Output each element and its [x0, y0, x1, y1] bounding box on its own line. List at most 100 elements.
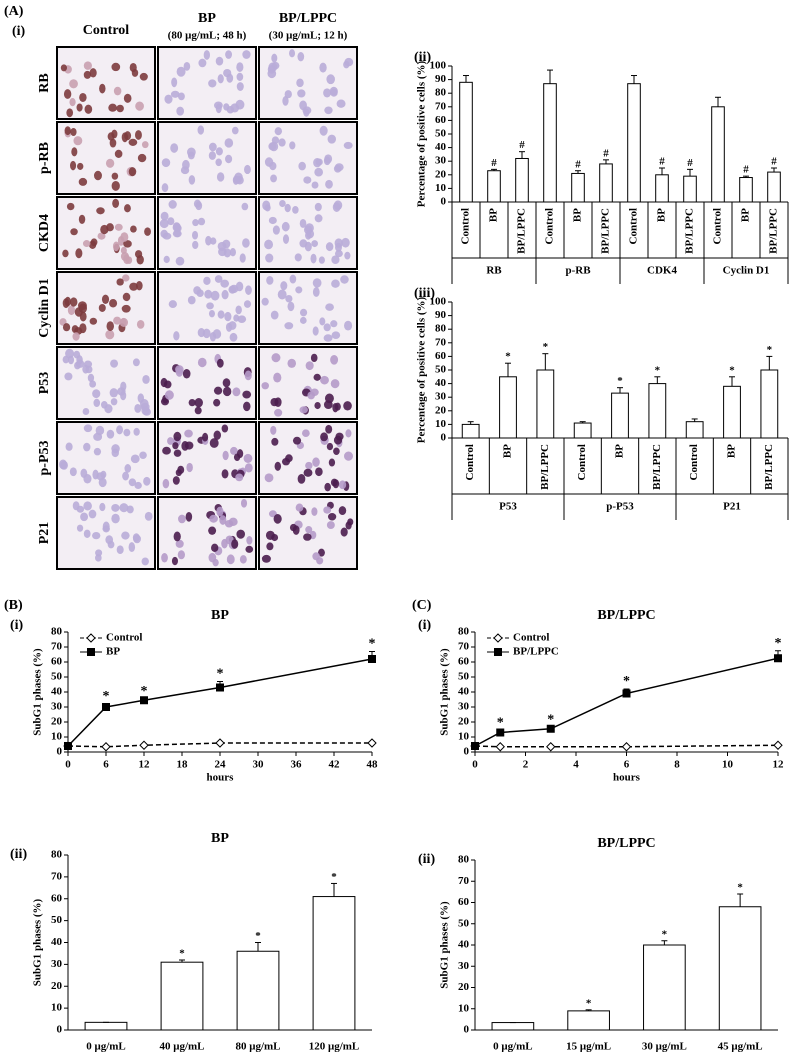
cell: [92, 469, 99, 480]
bar: [536, 369, 555, 439]
cell: [135, 101, 144, 111]
x-tick-label: 36: [291, 759, 303, 771]
cell: [233, 314, 240, 322]
bar: [567, 1010, 610, 1031]
cell: [323, 334, 333, 342]
cell: [336, 99, 346, 108]
y-tick-label: 30: [51, 701, 63, 713]
cell: [187, 295, 196, 305]
annotation: *: [729, 364, 735, 376]
bar: [723, 385, 741, 439]
cell: [272, 225, 280, 235]
annotation: #: [659, 156, 665, 168]
cell: [105, 535, 114, 545]
y-tick-label: 90: [435, 309, 447, 321]
cell: [123, 428, 131, 437]
annotation: #: [491, 157, 497, 169]
cell: [77, 162, 84, 170]
cell: [280, 281, 288, 291]
x-tick-label: 48: [367, 759, 379, 771]
cell: [186, 462, 193, 473]
x-tick-label: 24: [215, 759, 227, 771]
cell: [331, 279, 340, 288]
cell: [124, 464, 132, 473]
y-tick-label: 20: [458, 981, 470, 993]
error-bar: [715, 96, 721, 107]
y-tick-label: 40: [51, 686, 63, 698]
y-axis-label: SubG1 phases (%): [32, 648, 44, 736]
cell: [236, 529, 246, 539]
micrograph: [56, 46, 156, 120]
x-tick-label: BP: [502, 444, 514, 458]
cell: [80, 512, 89, 522]
y-tick-label: 60: [435, 350, 447, 362]
error-bar: [575, 170, 581, 174]
cell: [193, 286, 201, 295]
y-tick-label: 80: [435, 323, 447, 335]
cell: [325, 303, 334, 311]
cell: [333, 447, 340, 456]
cell: [128, 542, 136, 553]
marker: [495, 742, 505, 752]
y-axis-label: SubG1 phases (%): [439, 901, 451, 989]
legend-marker: [494, 648, 502, 656]
y-tick-label: 10: [51, 1002, 63, 1014]
cell: [105, 329, 115, 340]
cell: [330, 355, 339, 365]
marker: [773, 740, 783, 750]
annotation: *: [662, 928, 668, 940]
cell: [314, 401, 321, 410]
cell: [123, 254, 130, 265]
cell: [87, 373, 95, 383]
micrograph: [56, 121, 156, 195]
cell: [185, 512, 193, 522]
x-tick-label: 10: [722, 759, 734, 771]
error-bar: [654, 376, 661, 384]
cell: [62, 355, 70, 364]
cell: [214, 275, 223, 283]
cell: [175, 469, 182, 477]
cell: [106, 321, 114, 332]
cell: [224, 311, 232, 322]
error-bar: [467, 421, 474, 425]
error-bar: [491, 168, 497, 171]
chart-title: BP/LPPC: [597, 836, 655, 851]
cell: [126, 505, 134, 514]
cell: [230, 446, 238, 455]
cell: [168, 200, 177, 209]
y-tick-label: 70: [458, 875, 470, 887]
y-tick-label: 80: [435, 87, 447, 99]
cell: [213, 430, 221, 440]
cell: [111, 172, 119, 180]
column-note: (30 μg/mL; 12 h): [269, 30, 348, 42]
cell: [144, 511, 153, 521]
x-tick-label: Control: [576, 444, 588, 480]
bar: [711, 106, 725, 203]
y-tick-label: 20: [435, 168, 447, 180]
x-tick-label: 40 μg/mL: [159, 1041, 204, 1053]
cell: [132, 533, 140, 542]
cell: [299, 308, 308, 317]
cell: [222, 378, 231, 388]
cell: [175, 539, 184, 548]
legend-marker: [87, 648, 95, 656]
cell: [338, 506, 347, 516]
x-tick-label: 120 μg/mL: [309, 1041, 360, 1053]
micrograph: [157, 271, 257, 345]
cell: [111, 503, 120, 512]
annotation: #: [603, 147, 609, 159]
cell: [331, 331, 341, 339]
cell: [194, 406, 202, 415]
error-bar: [729, 376, 735, 387]
cell: [303, 176, 312, 184]
marker: [367, 738, 377, 748]
error-bar: [505, 362, 511, 377]
cell: [335, 432, 344, 441]
annotation: *: [331, 871, 337, 883]
bar: [627, 83, 641, 203]
panel-label: (ii): [414, 50, 431, 65]
y-tick-label: 40: [435, 141, 447, 153]
cell: [273, 372, 282, 383]
chart-title: BP/LPPC: [597, 608, 655, 623]
